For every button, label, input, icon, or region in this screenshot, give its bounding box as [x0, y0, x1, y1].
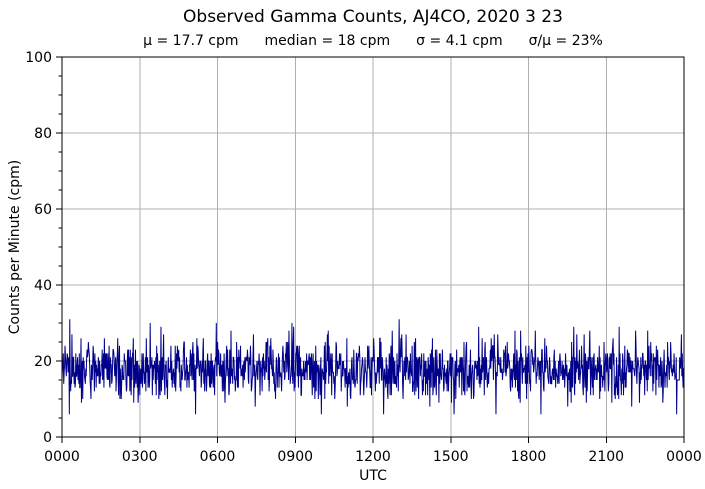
x-tick-label: 1500 — [433, 449, 469, 465]
stat-sigma-over-mu: σ/μ = 23% — [528, 33, 603, 49]
x-tick-label: 2100 — [588, 449, 624, 465]
x-tick-label: 0000 — [44, 449, 80, 465]
counts-series-line — [61, 319, 685, 415]
y-axis-label: Counts per Minute (cpm) — [7, 159, 23, 335]
stat-median: median = 18 cpm — [264, 33, 391, 49]
y-tick-label: 40 — [34, 278, 52, 294]
stat-mean: μ = 17.7 cpm — [143, 33, 239, 49]
x-tick-label: 1800 — [511, 449, 547, 465]
x-axis-label: UTC — [359, 468, 387, 484]
y-tick-label: 60 — [34, 202, 52, 218]
x-tick-label: 1200 — [355, 449, 391, 465]
x-tick-label: 0600 — [200, 449, 236, 465]
gridlines — [62, 57, 684, 437]
chart-title: Observed Gamma Counts, AJ4CO, 2020 3 23 — [183, 7, 563, 27]
x-tick-label: 0900 — [277, 449, 313, 465]
y-tick-label: 20 — [34, 354, 52, 370]
axis-ticks — [56, 56, 685, 443]
stat-sigma: σ = 4.1 cpm — [416, 33, 503, 49]
x-tick-label: 0000 — [666, 449, 702, 465]
y-tick-label: 0 — [43, 430, 52, 446]
y-tick-label: 100 — [25, 50, 52, 66]
chart-stats-line: μ = 17.7 cpm median = 18 cpm σ = 4.1 cpm… — [62, 33, 684, 49]
tick-labels: 0 20 40 60 80 100 0000 0300 0600 0900 1200 1500 1800… — [25, 50, 702, 465]
x-tick-label: 0300 — [122, 449, 158, 465]
y-tick-label: 80 — [34, 126, 52, 142]
